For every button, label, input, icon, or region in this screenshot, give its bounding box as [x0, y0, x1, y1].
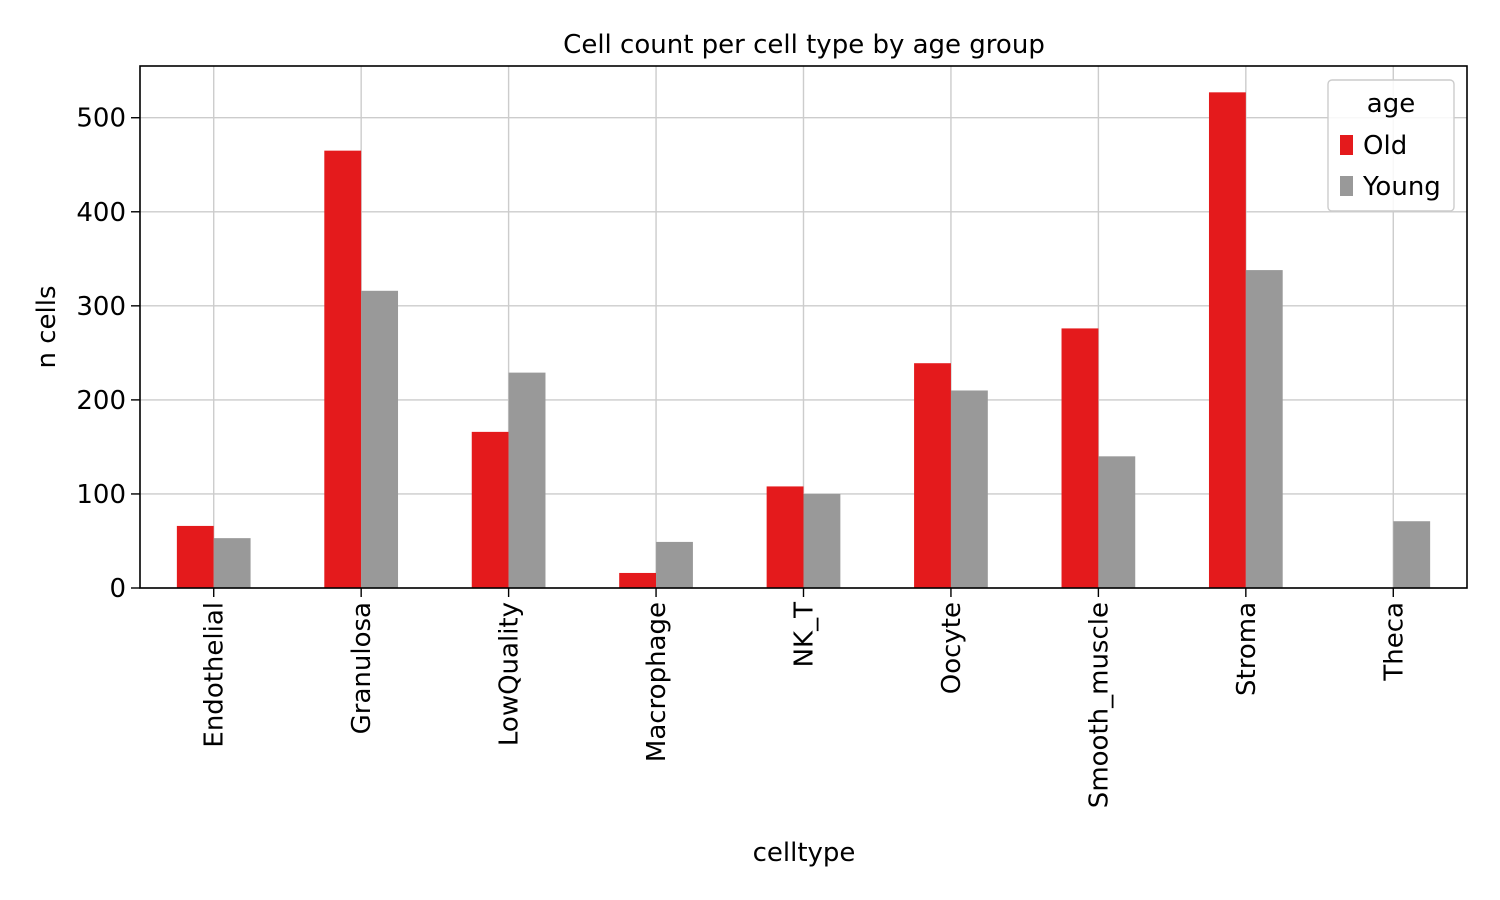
- bar-young: [1098, 456, 1136, 588]
- bar-old: [619, 572, 657, 588]
- y-axis: 0 100 200 300 400 500: [76, 104, 140, 604]
- x-tick-label: Granulosa: [347, 602, 377, 734]
- y-tick-label: 300: [76, 292, 126, 322]
- legend: age Old Young: [1327, 79, 1455, 212]
- chart-title: Cell count per cell type by age group: [563, 30, 1045, 60]
- y-tick-label: 400: [76, 198, 126, 228]
- legend-swatch: [1340, 176, 1353, 196]
- bar-old: [1061, 328, 1099, 588]
- x-tick-label: Endothelial: [200, 602, 230, 748]
- bar-young: [1393, 521, 1431, 588]
- x-tick-label: NK_T: [790, 602, 820, 667]
- bar-young: [950, 390, 988, 588]
- bar-old: [176, 525, 214, 588]
- bar-young: [803, 493, 841, 588]
- y-tick-label: 100: [76, 480, 126, 510]
- legend-label: Old: [1363, 131, 1407, 161]
- y-tick-label: 500: [76, 104, 126, 134]
- legend-frame: [1327, 79, 1455, 212]
- bar-old: [471, 431, 509, 588]
- legend-title: age: [1367, 89, 1415, 119]
- bar-young: [508, 372, 546, 588]
- bar-old: [914, 363, 951, 588]
- legend-label: Young: [1362, 172, 1441, 202]
- bar-old: [324, 150, 362, 588]
- bar-young: [361, 290, 399, 588]
- x-axis: Endothelial Granulosa LowQuality Macrophage…: [200, 588, 1409, 808]
- bar-young: [213, 538, 251, 588]
- bars: [176, 92, 1431, 588]
- x-tick-label: Macrophage: [642, 602, 672, 762]
- x-tick-label: LowQuality: [495, 602, 525, 746]
- x-axis-label: celltype: [753, 838, 856, 868]
- bar-young: [656, 541, 693, 588]
- x-tick-label: Oocyte: [937, 602, 967, 694]
- x-tick-label: Smooth_muscle: [1084, 602, 1114, 808]
- x-tick-label: Stroma: [1232, 602, 1262, 696]
- y-tick-label: 200: [76, 386, 126, 416]
- y-axis-label: n cells: [32, 285, 62, 368]
- x-tick-label: Theca: [1379, 602, 1409, 682]
- y-tick-label: 0: [109, 574, 126, 604]
- legend-swatch: [1340, 135, 1353, 155]
- bar-old: [1208, 92, 1246, 588]
- bar-young: [1245, 270, 1283, 588]
- bar-old: [766, 486, 804, 588]
